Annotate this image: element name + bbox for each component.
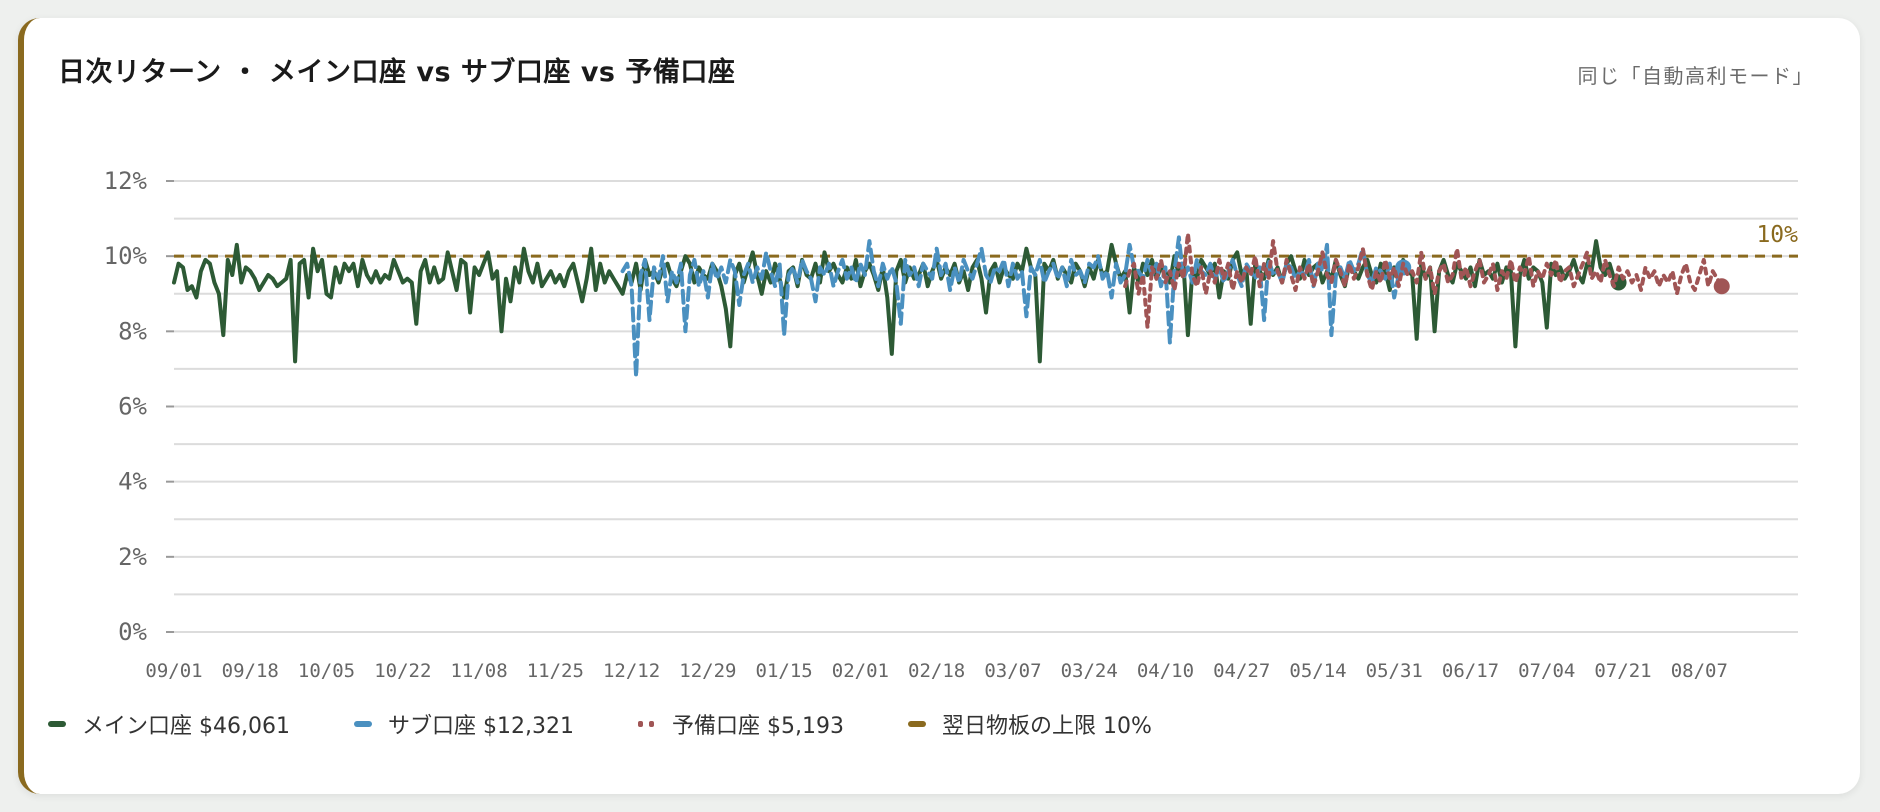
x-tick-label: 06/17 <box>1442 660 1499 682</box>
x-tick-label: 05/31 <box>1366 660 1423 682</box>
series-line-2 <box>1123 231 1724 330</box>
legend-item: 翌日物板の上限 10% <box>907 708 1152 740</box>
x-tick-label: 08/07 <box>1671 660 1728 682</box>
x-tick-label: 03/07 <box>984 660 1041 682</box>
y-tick-label: 2% <box>118 543 147 571</box>
x-tick-label: 02/01 <box>832 660 889 682</box>
x-tick-label: 09/18 <box>222 660 279 682</box>
legend-label: 翌日物板の上限 10% <box>941 714 1152 739</box>
series-group <box>172 231 1730 379</box>
legend-swatch <box>353 721 372 727</box>
legend-item: 予備口座 $5,193 <box>637 708 844 740</box>
x-tick-label: 01/15 <box>756 660 813 682</box>
chart-title: 日次リターン ・ メイン口座 vs サブ口座 vs 予備口座 <box>58 57 736 88</box>
cap-line-group: 10% <box>174 222 1798 258</box>
x-tick-label: 12/12 <box>603 660 660 682</box>
legend-item: サブ口座 $12,321 <box>353 708 574 740</box>
cap-label: 10% <box>1756 222 1798 248</box>
x-tick-label: 11/08 <box>450 660 507 682</box>
x-axis: 09/01 09/18 10/05 10/22 11/08 11/25 12/12 12/29… <box>145 660 1728 682</box>
x-tick-label: 04/10 <box>1137 660 1194 682</box>
series-end-point-2 <box>1713 278 1730 295</box>
legend-swatch <box>637 721 656 727</box>
chart-grid <box>174 180 1798 633</box>
x-tick-label: 03/24 <box>1061 660 1118 682</box>
x-tick-label: 10/05 <box>298 660 355 682</box>
y-axis: 0% 2% 4% 6% 8% 10% 12% <box>104 167 174 646</box>
y-tick-label: 10% <box>104 242 148 270</box>
x-tick-label: 11/25 <box>527 660 584 682</box>
series-line-0 <box>172 239 1621 364</box>
y-tick-label: 4% <box>118 468 147 496</box>
x-tick-label: 02/18 <box>908 660 965 682</box>
legend-item: メイン口座 $46,061 <box>48 708 290 740</box>
x-tick-label: 12/29 <box>679 660 736 682</box>
legend-label: 予備口座 $5,193 <box>671 714 844 739</box>
x-tick-label: 07/04 <box>1518 660 1575 682</box>
series-line-1 <box>620 235 1406 379</box>
legend-swatch <box>907 721 926 727</box>
legend-label: メイン口座 $46,061 <box>82 714 290 739</box>
x-tick-label: 05/14 <box>1289 660 1346 682</box>
y-tick-label: 0% <box>118 618 147 646</box>
x-tick-label: 07/21 <box>1594 660 1651 682</box>
legend-label: サブ口座 $12,321 <box>387 714 574 739</box>
x-tick-label: 10/22 <box>374 660 431 682</box>
legend-swatch <box>48 721 66 727</box>
y-tick-label: 8% <box>118 317 147 345</box>
y-tick-label: 12% <box>104 167 148 195</box>
chart-subtitle: 同じ「自動高利モード」 <box>1577 64 1814 88</box>
chart-legend: メイン口座 $46,061 サブ口座 $12,321 予備口座 $5,193 翌日物板… <box>48 708 1152 740</box>
y-tick-label: 6% <box>118 393 147 421</box>
x-tick-label: 04/27 <box>1213 660 1270 682</box>
x-tick-label: 09/01 <box>145 660 202 682</box>
